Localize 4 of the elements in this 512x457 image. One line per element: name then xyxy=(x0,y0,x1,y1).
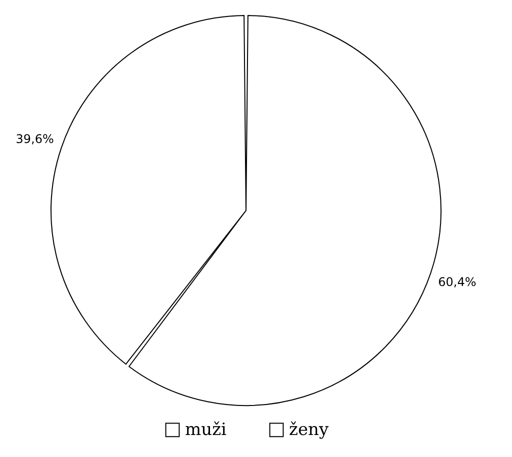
legend-label: muži xyxy=(185,420,228,440)
data-label: 39,6% xyxy=(16,132,54,146)
legend-label: ženy xyxy=(289,420,329,440)
data-label: 60,4% xyxy=(438,275,476,290)
